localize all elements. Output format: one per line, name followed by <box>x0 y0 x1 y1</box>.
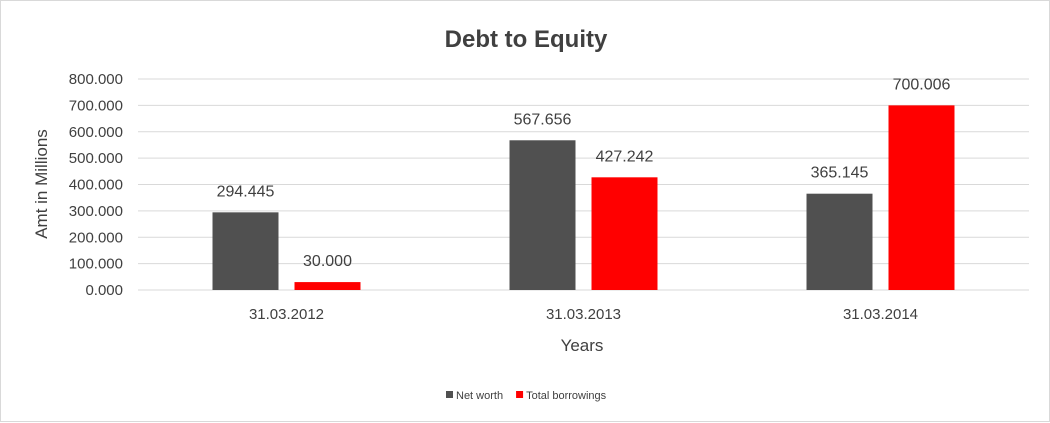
y-axis-title: Amt in Millions <box>32 129 51 239</box>
y-tick-label: 300.000 <box>69 203 123 220</box>
legend-swatch <box>516 391 524 398</box>
data-label: 567.656 <box>514 111 572 128</box>
y-tick-label: 0.000 <box>85 282 123 299</box>
data-label: 700.006 <box>893 76 951 93</box>
y-axis-ticks: 0.000 100.000 200.000 300.000 400.000 500.000… <box>69 71 123 299</box>
bar <box>294 282 361 290</box>
legend-label: Net worth <box>456 390 503 402</box>
bar <box>888 105 955 291</box>
y-tick-label: 500.000 <box>69 150 123 167</box>
data-labels: 294.445 30.000 567.656 427.242 365.145 700.00… <box>217 76 951 270</box>
data-label: 294.445 <box>217 183 275 200</box>
bar <box>509 140 576 290</box>
bars <box>212 105 955 291</box>
x-axis-title: Years <box>561 336 604 355</box>
data-label: 30.000 <box>303 253 352 270</box>
y-tick-label: 800.000 <box>69 71 123 88</box>
chart-title: Debt to Equity <box>445 26 608 53</box>
data-label: 365.145 <box>811 165 869 182</box>
x-axis-ticks: 31.03.2012 31.03.2013 31.03.2014 <box>249 306 918 323</box>
legend-swatch <box>446 391 453 398</box>
x-tick-label: 31.03.2014 <box>843 306 918 323</box>
bar <box>212 212 279 290</box>
x-tick-label: 31.03.2012 <box>249 306 324 323</box>
y-tick-label: 200.000 <box>69 229 123 246</box>
bar <box>806 193 873 290</box>
gridlines <box>138 78 1029 291</box>
y-tick-label: 600.000 <box>69 124 123 141</box>
bar <box>591 177 658 290</box>
x-tick-label: 31.03.2013 <box>546 306 621 323</box>
y-tick-label: 400.000 <box>69 177 123 194</box>
data-label: 427.242 <box>596 148 654 165</box>
y-tick-label: 700.000 <box>69 97 123 114</box>
legend: Net worth Total borrowings <box>446 390 607 402</box>
legend-label: Total borrowings <box>526 390 607 402</box>
y-tick-label: 100.000 <box>69 256 123 273</box>
